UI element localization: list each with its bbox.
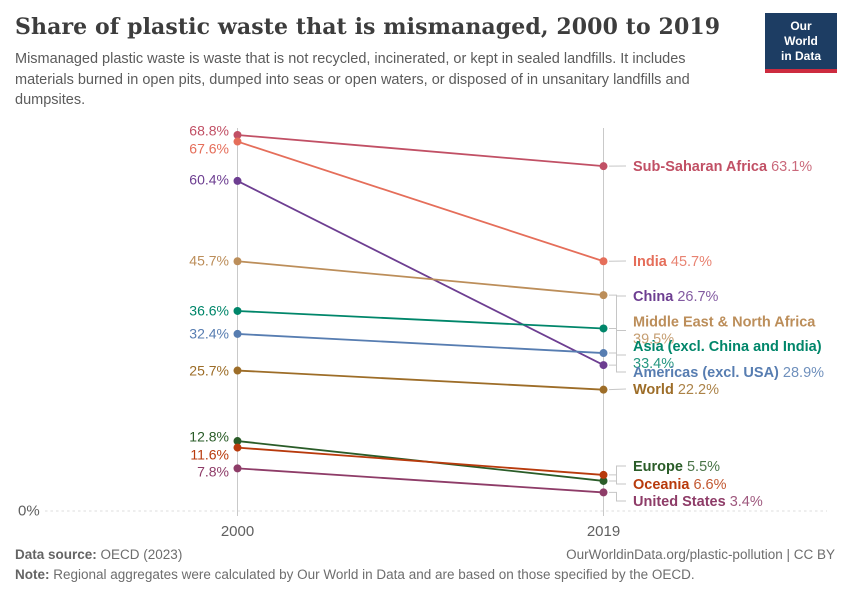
series-start-value-label-india: 67.6% [189,141,229,157]
series-end-label-sub-saharan-africa[interactable]: Sub-Saharan Africa 63.1% [633,159,812,175]
series-dot-start-world[interactable] [233,366,242,375]
series-end-value: 33.4% [633,356,674,372]
footer-row-source: Data source: OECD (2023) OurWorldinData.… [15,547,835,562]
series-dot-start-oceania[interactable] [233,443,242,452]
series-end-label-asia-excl-china-and-india-[interactable]: Asia (excl. China and India) 33.4% [633,339,822,372]
series-end-value: 6.6% [693,477,726,493]
series-end-label-middle-east-north-africa[interactable]: Middle East & North Africa 39.5% [633,315,816,348]
series-end-name: Asia (excl. China and India) [633,339,822,355]
series-dot-start-united-states[interactable] [233,464,242,473]
data-source: Data source: OECD (2023) [15,547,182,562]
series-dot-end-china[interactable] [599,361,608,370]
series-end-value: 45.7% [671,254,712,270]
series-end-value: 5.5% [687,459,720,475]
series-dot-start-india[interactable] [233,137,242,146]
owid-link[interactable]: OurWorldinData.org/plastic-pollution | C… [566,547,835,562]
label-connector-united-states [609,491,626,502]
label-connector-americas-excl-usa- [609,352,626,373]
note-value: Regional aggregates were calculated by O… [49,567,695,582]
series-dot-end-europe[interactable] [599,476,608,485]
series-start-value-label-europe: 12.8% [189,429,229,445]
series-end-name: China [633,289,677,305]
series-line-asia-excl-china-and-india-[interactable] [237,310,604,330]
label-connector-middle-east-north-africa [609,294,626,331]
series-end-label-oceania[interactable]: Oceania 6.6% [633,477,727,493]
series-start-value-label-middle-east-north-africa: 45.7% [189,253,229,269]
series-line-middle-east-north-africa[interactable] [237,260,604,297]
series-dot-end-united-states[interactable] [599,488,608,497]
series-dot-end-americas-excl-usa-[interactable] [599,349,608,358]
series-end-name: Americas (excl. USA) [633,365,783,381]
series-start-value-label-world: 25.7% [189,363,229,379]
data-source-label: Data source: [15,547,97,562]
chart-subtitle: Mismanaged plastic waste is waste that i… [15,51,690,109]
series-end-value: 28.9% [783,365,824,381]
series-dot-start-china[interactable] [233,176,242,185]
owid-logo-line2: in Data [780,49,821,63]
series-end-value: 22.2% [678,382,719,398]
series-dot-end-middle-east-north-africa[interactable] [599,291,608,300]
series-dot-start-sub-saharan-africa[interactable] [233,131,242,139]
series-end-name: Europe [633,459,687,475]
owid-logo[interactable]: Our World in Data [765,13,837,73]
series-start-value-label-oceania: 11.6% [190,447,229,463]
series-end-label-india[interactable]: India 45.7% [633,254,712,270]
label-connector-europe [609,465,626,482]
label-connector-world [608,388,627,391]
chart-title: Share of plastic waste that is mismanage… [15,14,721,40]
series-line-world[interactable] [237,369,604,391]
owid-logo-line1: Our World [784,19,818,48]
series-start-value-label-americas-excl-usa-: 32.4% [189,326,229,342]
data-source-value: OECD (2023) [96,547,183,562]
series-end-name: Middle East & North Africa [633,315,816,331]
series-line-india[interactable] [237,140,604,263]
series-line-united-states[interactable] [237,467,604,494]
series-end-label-americas-excl-usa-[interactable]: Americas (excl. USA) 28.9% [633,365,824,381]
chart-area: 0% 2000 2019 68.8% Sub-Saharan Africa 63.1% 6… [0,115,850,550]
series-start-value-label-china: 60.4% [189,172,229,188]
series-end-name: Sub-Saharan Africa [633,159,771,175]
series-dot-start-americas-excl-usa-[interactable] [233,329,242,338]
label-connector-asia-excl-china-and-india- [609,327,626,356]
y-zero-label: 0% [18,503,40,520]
series-end-label-world[interactable]: World 22.2% [633,382,719,398]
series-end-label-united-states[interactable]: United States 3.4% [633,494,763,510]
series-end-name: Oceania [633,477,693,493]
series-dot-start-europe[interactable] [233,437,242,446]
series-line-china[interactable] [237,180,604,366]
label-connector-oceania [609,474,626,485]
series-start-value-label-sub-saharan-africa: 68.8% [189,123,229,139]
series-dot-end-india[interactable] [599,257,608,266]
series-line-americas-excl-usa-[interactable] [237,333,604,354]
series-dot-end-oceania[interactable] [599,470,608,479]
series-end-value: 39.5% [633,332,674,348]
series-end-name: India [633,254,671,270]
series-dot-end-world[interactable] [599,385,608,394]
series-start-value-label-united-states: 7.8% [197,464,229,480]
series-line-oceania[interactable] [237,446,604,476]
series-start-value-label-asia-excl-china-and-india-: 36.6% [189,303,229,319]
series-end-name: United States [633,494,730,510]
series-line-sub-saharan-africa[interactable] [237,134,604,168]
series-dot-start-asia-excl-china-and-india-[interactable] [233,306,242,315]
series-dot-start-middle-east-north-africa[interactable] [233,257,242,266]
series-end-label-europe[interactable]: Europe 5.5% [633,459,720,475]
series-end-value: 63.1% [771,159,812,175]
x-tick-label-2019: 2019 [587,523,620,540]
series-end-value: 3.4% [730,494,763,510]
chart-header: Share of plastic waste that is mismanage… [15,14,750,111]
series-end-label-china[interactable]: China 26.7% [633,289,719,305]
series-dot-end-sub-saharan-africa[interactable] [599,162,608,171]
series-end-name: World [633,382,678,398]
footer-row-note: Note: Regional aggregates were calculate… [15,567,835,582]
note-label: Note: [15,567,50,582]
x-tick-label-2000: 2000 [221,523,254,540]
series-end-value: 26.7% [677,289,718,305]
series-dot-end-asia-excl-china-and-india-[interactable] [599,324,608,333]
chart-footer: Data source: OECD (2023) OurWorldinData.… [15,547,835,582]
